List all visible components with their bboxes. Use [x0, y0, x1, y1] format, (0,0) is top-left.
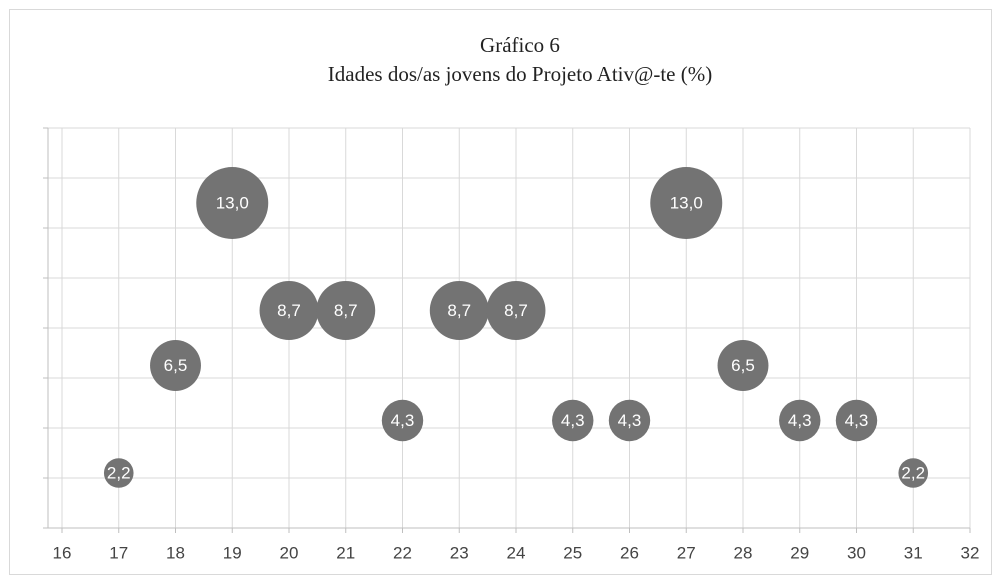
- bubble: [103, 458, 134, 488]
- data-label: 13,0: [216, 193, 249, 212]
- x-tick-label: 29: [790, 543, 809, 562]
- x-tick-label: 16: [53, 543, 72, 562]
- x-tick-label: 32: [961, 543, 980, 562]
- bubble: [316, 281, 376, 340]
- bubble: [835, 399, 878, 442]
- x-tick-label: 27: [677, 543, 696, 562]
- data-label: 4,3: [618, 411, 642, 430]
- x-tick-label: 31: [904, 543, 923, 562]
- x-tick-label: 24: [507, 543, 526, 562]
- x-tick-label: 17: [109, 543, 128, 562]
- bubble: [196, 167, 269, 239]
- bubble: [259, 281, 319, 340]
- bubble: [429, 281, 489, 340]
- bubble: [486, 281, 546, 340]
- x-tick-label: 19: [223, 543, 242, 562]
- data-label: 2,2: [901, 463, 925, 482]
- bubble: [779, 399, 821, 442]
- x-tick-label: 18: [166, 543, 185, 562]
- data-label: 4,3: [788, 411, 812, 430]
- x-tick-label: 28: [734, 543, 753, 562]
- bubble: [650, 167, 723, 239]
- x-tick-label: 25: [563, 543, 582, 562]
- data-label: 8,7: [277, 301, 301, 320]
- data-label: 8,7: [447, 301, 471, 320]
- data-label: 4,3: [561, 411, 585, 430]
- chart-subtitle: Idades dos/as jovens do Projeto Ativ@-te…: [328, 62, 712, 86]
- data-label: 13,0: [670, 193, 703, 212]
- bubble: [552, 399, 594, 442]
- bubble: [608, 399, 651, 442]
- x-tick-label: 20: [280, 543, 299, 562]
- data-label: 6,5: [164, 356, 188, 375]
- chart-title: Gráfico 6: [480, 33, 560, 57]
- bubble: [381, 399, 424, 442]
- data-label: 4,3: [391, 411, 415, 430]
- x-tick-label: 21: [336, 543, 355, 562]
- data-label: 8,7: [334, 301, 358, 320]
- data-label: 8,7: [504, 301, 528, 320]
- data-label: 4,3: [845, 411, 869, 430]
- bubble: [717, 340, 769, 391]
- x-tick-label: 26: [620, 543, 639, 562]
- bubble: [898, 458, 929, 488]
- data-label: 2,2: [107, 463, 131, 482]
- bubble: [150, 340, 201, 391]
- x-tick-label: 23: [450, 543, 469, 562]
- x-tick-label: 22: [393, 543, 412, 562]
- x-tick-label: 30: [847, 543, 866, 562]
- data-label: 6,5: [731, 356, 755, 375]
